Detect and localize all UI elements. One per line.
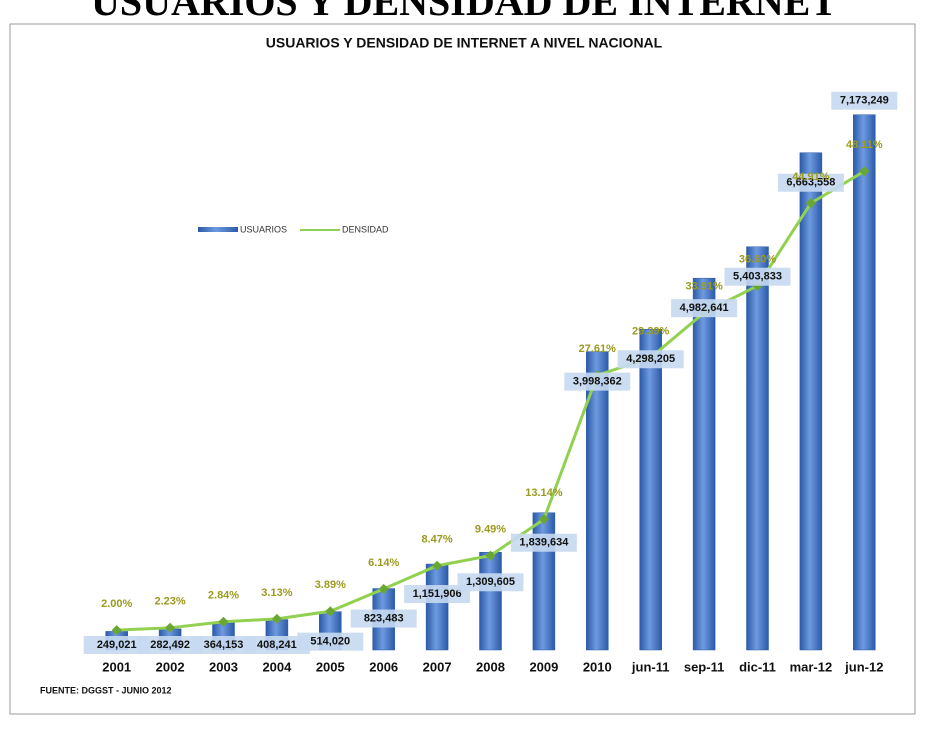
value-label-box	[510, 533, 577, 552]
value-label: 1,309,605	[466, 576, 515, 588]
density-label: 48.11%	[846, 139, 883, 151]
value-label: 6,663,558	[786, 177, 835, 189]
value-label: 1,151,906	[413, 588, 462, 600]
density-marker	[165, 622, 176, 633]
bar	[532, 512, 556, 651]
value-label-box	[564, 372, 631, 391]
density-label: 33.91%	[685, 281, 723, 293]
x-tick-label: 2010	[583, 659, 612, 674]
value-label-box	[777, 173, 844, 192]
density-label: 36.60%	[739, 254, 777, 266]
x-tick-label: mar-12	[790, 659, 833, 674]
value-label-box	[671, 299, 738, 318]
legend: USUARIOS DENSIDAD	[198, 224, 389, 234]
page-title: USUARIOS Y DENSIDAD DE INTERNET	[91, 0, 837, 24]
density-label: 3.13%	[261, 587, 292, 599]
x-tick-label: sep-11	[684, 659, 724, 674]
bar	[425, 563, 449, 651]
value-label-box	[404, 585, 471, 604]
legend-swatch	[198, 227, 238, 232]
value-label-box	[350, 609, 417, 628]
density-marker	[432, 560, 443, 571]
x-tick-label: 2004	[262, 659, 292, 674]
density-label: 8.47%	[421, 534, 452, 546]
value-label-box	[137, 636, 204, 654]
value-label: 4,982,641	[680, 302, 729, 314]
x-tick-label: 2006	[369, 659, 398, 674]
value-label: 364,153	[204, 639, 244, 651]
density-marker	[325, 606, 336, 617]
density-label: 13.14%	[525, 487, 563, 499]
bar	[639, 328, 662, 651]
bar	[799, 152, 823, 651]
density-label: 2.00%	[101, 598, 132, 610]
bar	[692, 277, 716, 651]
density-label: 3.89%	[315, 579, 346, 591]
x-tick-label: dic-11	[739, 659, 776, 674]
value-label: 514,020	[310, 636, 350, 648]
value-label-box	[457, 573, 524, 592]
density-marker	[485, 550, 496, 561]
density-label: 6.14%	[368, 557, 399, 569]
source: FUENTE: DGGST - JUNIO 2012	[40, 685, 172, 695]
value-label: 282,492	[150, 639, 190, 651]
legend-label: USUARIOS	[240, 224, 287, 234]
x-tick-label: 2003	[209, 659, 238, 674]
density-marker	[805, 198, 816, 209]
x-tick-label: 2009	[529, 659, 558, 674]
chart-title: USUARIOS Y DENSIDAD DE INTERNET A NIVEL …	[266, 35, 663, 51]
value-label: 3,998,362	[573, 376, 622, 388]
density-marker	[111, 625, 122, 636]
value-label: 5,403,833	[733, 271, 782, 283]
density-marker	[378, 583, 389, 594]
density-label: 2.84%	[208, 590, 239, 602]
density-marker	[218, 616, 229, 627]
density-label: 27.61%	[579, 343, 617, 355]
x-tick-label: jun-11	[631, 659, 670, 674]
value-label: 7,173,249	[840, 95, 889, 107]
density-label: 44.91%	[792, 171, 830, 183]
value-label: 408,241	[257, 639, 297, 651]
density-marker	[859, 166, 870, 177]
density-marker	[538, 514, 549, 525]
x-tick-label: 2005	[316, 659, 345, 674]
value-label: 4,298,205	[626, 353, 675, 365]
value-label-box	[297, 632, 364, 651]
bar	[479, 552, 502, 651]
value-label-box	[83, 636, 150, 654]
value-label-box	[617, 350, 684, 369]
chart-frame	[9, 23, 916, 715]
value-label: 823,483	[364, 612, 404, 624]
legend-label: DENSIDAD	[342, 224, 389, 234]
value-label-box	[724, 267, 791, 286]
x-tick-label: 2002	[156, 659, 185, 674]
bar	[586, 351, 609, 651]
bar	[746, 246, 769, 651]
value-label-box	[243, 636, 310, 654]
density-marker	[271, 613, 282, 624]
bar	[853, 114, 876, 651]
density-label: 29.39%	[632, 325, 670, 337]
value-label: 1,839,634	[519, 537, 569, 549]
value-label: 249,021	[97, 639, 137, 651]
value-label-box	[831, 91, 898, 110]
value-label-box	[190, 636, 257, 654]
x-tick-label: 2007	[423, 659, 452, 674]
x-tick-label: 2001	[102, 659, 131, 674]
x-tick-label: jun-12	[844, 659, 883, 674]
x-tick-label: 2008	[476, 659, 505, 674]
density-label: 9.49%	[475, 523, 506, 535]
density-label: 2.23%	[154, 596, 185, 608]
